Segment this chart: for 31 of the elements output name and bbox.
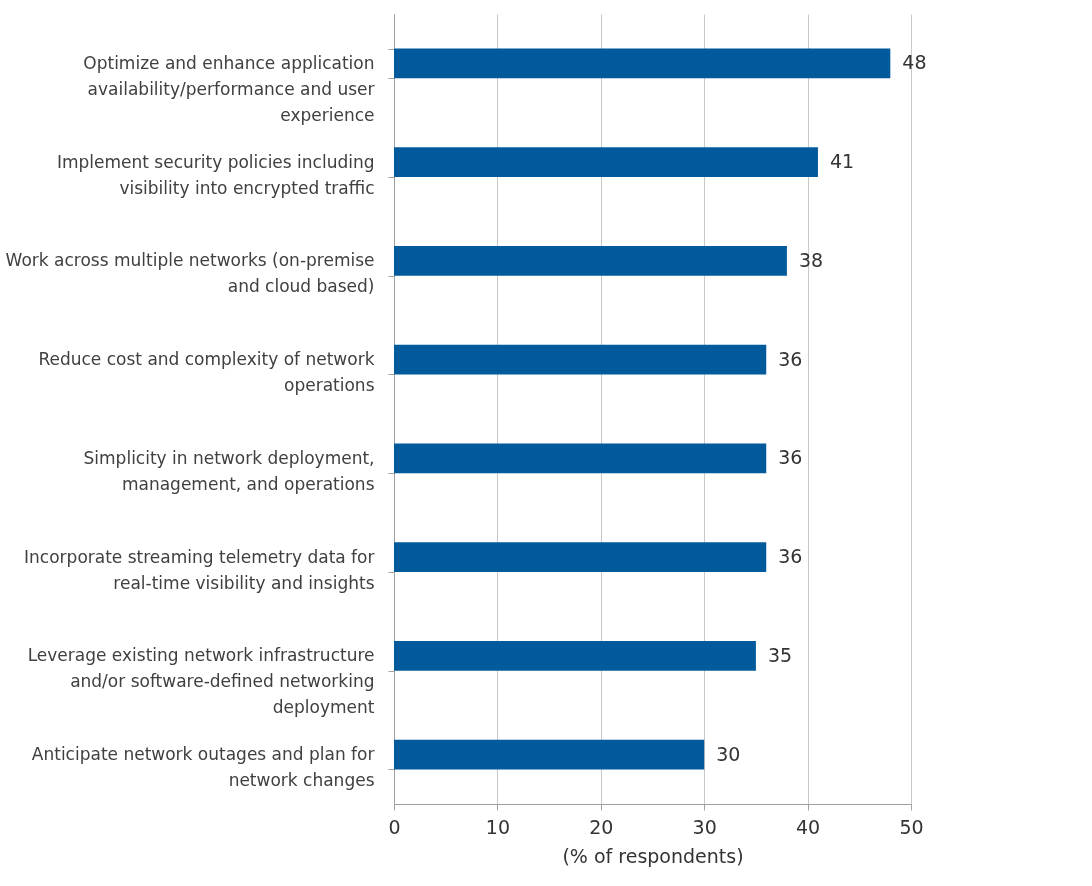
bar <box>394 641 756 671</box>
data-label: 36 <box>778 347 803 370</box>
x-tick-label: 20 <box>589 815 614 838</box>
x-tick-label: 40 <box>796 815 821 838</box>
bar <box>394 246 787 276</box>
data-label: 38 <box>798 248 824 271</box>
y-tick-label: Incorporate streaming telemetry data for real-time visibility and insights <box>24 546 375 593</box>
data-label: 30 <box>716 742 741 765</box>
y-tick-label: Implement security policies including visibility into encrypted traffic <box>56 151 375 198</box>
y-tick-label: Optimize and enhance application availability/performance and user experience <box>83 52 375 125</box>
x-tick-label: 50 <box>899 815 924 838</box>
data-label: 35 <box>767 643 793 666</box>
x-tick-label: 0 <box>388 815 401 838</box>
data-label: 36 <box>778 446 803 469</box>
data-label: 36 <box>778 545 803 568</box>
x-tick-label: 10 <box>485 815 510 838</box>
bar <box>394 48 891 79</box>
bar <box>394 147 818 177</box>
bar <box>394 344 767 375</box>
bar <box>394 739 705 770</box>
x-tick-label: 30 <box>692 815 717 838</box>
y-tick-label: Leverage existing network infrastructure and/or software-defined networking deployment <box>27 645 375 718</box>
data-label: 41 <box>829 150 855 173</box>
y-tick-label: Anticipate network outages and plan for network changes <box>31 744 375 791</box>
y-tick-label: Simplicity in network deployment, management, and operations <box>83 447 375 494</box>
x-axis-title: (% of respondents) <box>562 844 744 867</box>
y-tick-label: Reduce cost and complexity of network operations <box>38 349 375 396</box>
data-label: 48 <box>902 51 927 74</box>
bar <box>394 542 767 572</box>
y-tick-label: Work across multiple networks (on-premise and cloud based) <box>5 250 375 297</box>
bar <box>394 443 767 474</box>
